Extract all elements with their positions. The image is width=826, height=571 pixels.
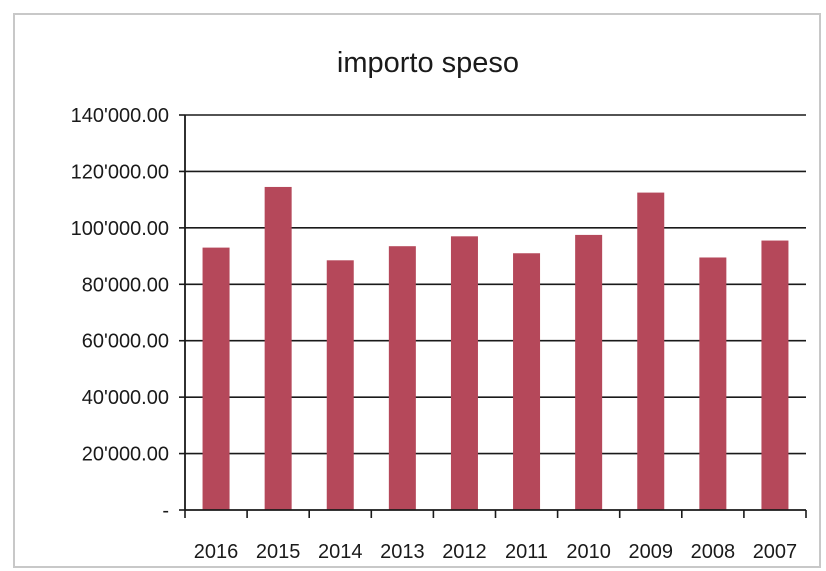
- y-tick-label: 100'000.00: [71, 218, 169, 240]
- x-tick-label: 2010: [566, 541, 611, 563]
- bar: [264, 186, 292, 511]
- axes: [184, 115, 807, 518]
- x-tick-labels: 2016 2015 2014 2013 2012 2011 2010 2009 2008 2007: [194, 541, 797, 563]
- y-tick-labels: - 20'000.00 40'000.00 60'000.00 80'000.00 100…: [71, 105, 169, 522]
- x-tick-label: 2015: [256, 541, 301, 563]
- chart-border: [13, 13, 821, 568]
- y-tick-label: 20'000.00: [82, 444, 169, 466]
- y-tick-label: -: [162, 500, 169, 522]
- y-tick-label: 60'000.00: [82, 331, 169, 353]
- x-tick-label: 2011: [505, 541, 548, 563]
- bar: [388, 246, 416, 511]
- y-tick-label: 80'000.00: [82, 274, 169, 296]
- bar: [450, 236, 478, 511]
- bar: [699, 257, 727, 510]
- x-tick-label: 2007: [753, 541, 798, 563]
- bar: [637, 192, 665, 510]
- bar: [513, 253, 541, 510]
- bar: [326, 260, 354, 510]
- y-tick-label: 40'000.00: [82, 387, 169, 409]
- x-tick-label: 2013: [380, 541, 425, 563]
- x-tick-label: 2009: [629, 541, 674, 563]
- y-tick-label: 140'000.00: [71, 105, 169, 127]
- bars: [202, 186, 789, 511]
- x-tick-label: 2012: [442, 541, 487, 563]
- y-tick-label: 120'000.00: [71, 161, 169, 183]
- bar: [575, 234, 603, 511]
- chart-title: importo speso: [337, 47, 519, 79]
- x-tick-label: 2008: [691, 541, 736, 563]
- bar: [202, 247, 230, 510]
- x-tick-label: 2014: [318, 541, 363, 563]
- bar: [761, 240, 789, 510]
- x-tick-label: 2016: [194, 541, 239, 563]
